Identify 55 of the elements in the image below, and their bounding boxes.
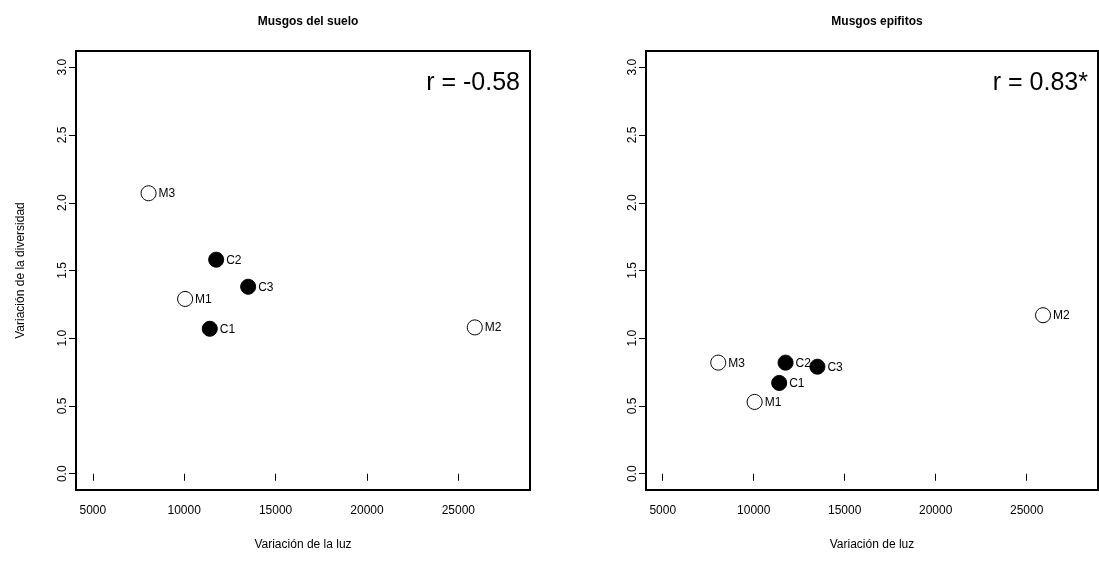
y-tick-label: 0.5 [55,397,69,415]
annotation: r = 0.83* [992,66,1089,95]
y-tick-label: 1.5 [55,261,69,279]
data-label: C1 [789,375,805,390]
x-tick-label: 5000 [79,503,107,517]
x-axis-title: Variación de la luz [254,537,352,551]
y-axis-title: Variación de la diversidad [13,202,27,339]
data-label: M2 [484,320,502,335]
y-tick-label: 0.5 [625,397,639,415]
data-label: M1 [764,394,782,409]
point [208,251,225,268]
y-tick-label: 0.0 [55,465,69,483]
point [201,320,218,337]
data-label: C2 [226,252,242,267]
y-tick-label: 2.0 [625,194,639,212]
x-tick-label: 25000 [441,503,476,517]
y-tick-label: 3.0 [625,58,639,76]
data-label: C1 [219,321,236,336]
x-tick-label: 15000 [258,503,293,517]
data-label: C3 [258,279,274,294]
point [809,358,826,375]
annotation: r = -0.58 [426,66,521,95]
y-tick-label: 1.0 [625,329,639,347]
point [466,319,483,336]
data-label: C3 [827,359,844,374]
x-tick-label: 20000 [919,503,953,517]
point [240,278,257,295]
y-tick-label: 1.5 [625,261,639,279]
data-label: M1 [195,291,213,306]
y-tick-label: 2.5 [55,126,69,144]
data-label: C2 [795,355,812,370]
x-tick-label: 25000 [1009,503,1044,517]
point [746,393,763,410]
y-tick-label: 2.5 [625,126,639,144]
point [777,354,794,371]
x-tick-label: 20000 [350,503,384,517]
point [1035,307,1052,324]
data-label: M3 [728,355,746,370]
point [771,374,788,391]
chart-title: Musgos epifitos [831,14,923,28]
x-axis-title: Variación de luz [829,537,915,551]
point [140,185,157,202]
y-tick-label: 0.0 [625,465,639,483]
point [177,290,194,307]
y-tick-label: 3.0 [55,58,69,76]
x-tick-label: 10000 [167,503,202,517]
y-tick-label: 1.0 [55,329,69,347]
x-tick-label: 10000 [737,503,771,517]
y-tick-label: 2.0 [55,194,69,212]
x-tick-label: 15000 [828,503,862,517]
data-label: M2 [1053,308,1071,323]
data-label: M3 [158,186,176,201]
x-tick-label: 5000 [649,503,677,517]
point [710,354,727,371]
chart-title: Musgos del suelo [257,14,359,28]
